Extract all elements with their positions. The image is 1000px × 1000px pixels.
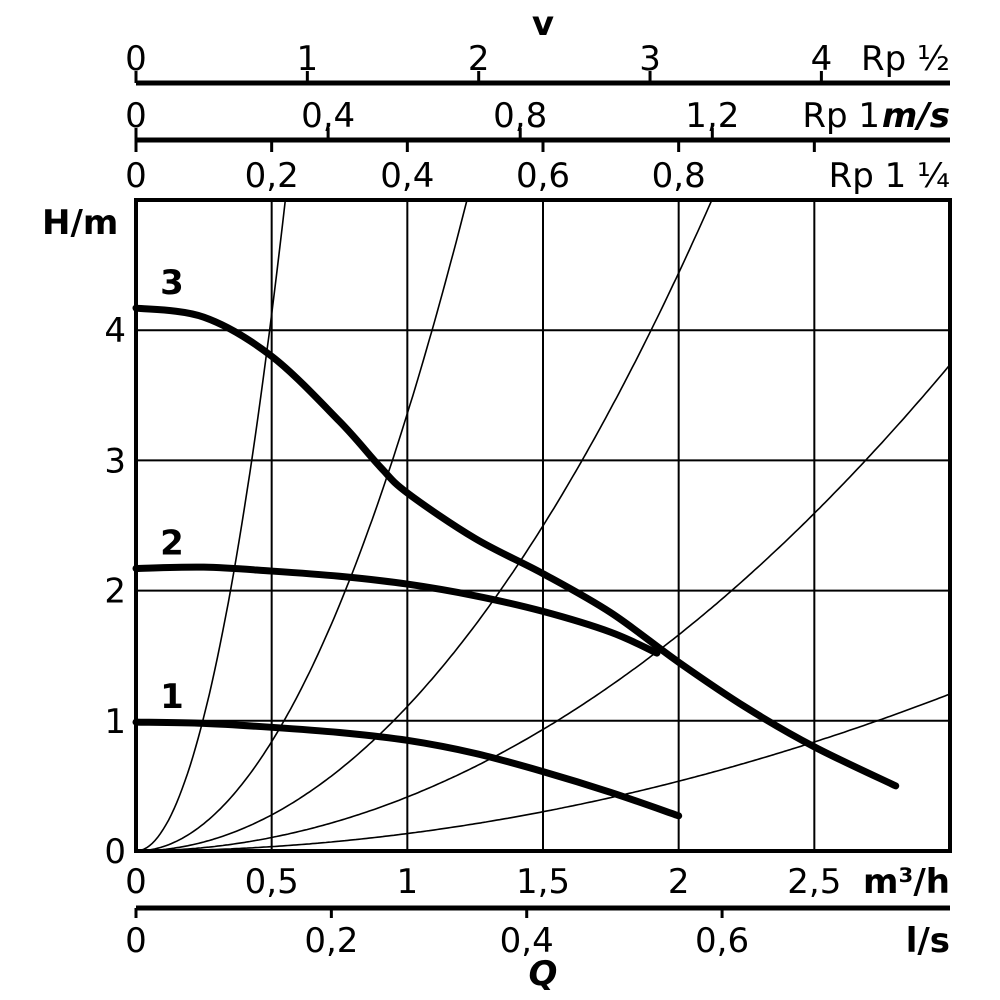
series-label: 2	[160, 523, 184, 563]
system-curves	[135, 199, 951, 852]
pump-curve-1	[132, 718, 683, 820]
velocity-tick-label: 0	[125, 39, 147, 79]
y-tick-label: 3	[104, 441, 126, 481]
velocity-tick-label: 0,8	[493, 96, 547, 136]
velocity-tick-label: 3	[639, 39, 661, 79]
system-curve	[136, 199, 713, 852]
y-axis-label: H/m	[42, 203, 118, 243]
x-tick-label: 0,5	[245, 862, 299, 902]
plot-frame	[134, 198, 952, 853]
x-axis-label: Q	[529, 954, 558, 994]
series-label: 3	[160, 263, 184, 303]
x-tick-label: 2,5	[787, 862, 841, 902]
velocity-label: v	[532, 4, 554, 44]
x-tick-label: 0	[125, 862, 147, 902]
velocity-tick-label: 0	[125, 96, 147, 136]
x-tick-label: 2	[668, 862, 690, 902]
velocity-axis-name: Rp 1	[802, 96, 880, 136]
pump-curves: 1 2 3	[132, 263, 900, 820]
velocity-tick-label: 0,4	[301, 96, 355, 136]
velocity-tick-label: 4	[811, 39, 833, 79]
ls-tick-label: 0,2	[304, 921, 358, 961]
system-curve	[136, 364, 951, 852]
system-curve	[136, 693, 951, 852]
pump-curve-2	[132, 563, 661, 657]
velocity-axis-name: Rp ½	[861, 39, 950, 79]
velocity-tick-label: 0,2	[245, 156, 299, 196]
ls-tick-label: 0,6	[695, 921, 749, 961]
velocity-tick-label: 0,8	[652, 156, 706, 196]
ls-unit-label: l/s	[906, 921, 950, 961]
velocity-axis-name: Rp 1 ¼	[829, 156, 950, 196]
y-tick-label: 2	[104, 572, 126, 612]
velocity-tick-label: 2	[468, 39, 490, 79]
grid	[136, 200, 950, 851]
velocity-tick-label: 1	[297, 39, 319, 79]
ls-tick-label: 0,4	[500, 921, 554, 961]
x-tick-label: 1,5	[516, 862, 570, 902]
velocity-tick-label: 0,6	[516, 156, 570, 196]
x-unit-label: m³/h	[863, 862, 950, 902]
velocity-tick-label: 1,2	[685, 96, 739, 136]
pump-curve-3	[132, 304, 900, 790]
x-tick-label: 1	[397, 862, 419, 902]
y-tick-label: 1	[104, 702, 126, 742]
series-label: 1	[160, 677, 184, 717]
system-curve	[136, 199, 468, 852]
velocity-tick-label: 0	[125, 156, 147, 196]
velocity-unit: m/s	[882, 96, 950, 136]
ls-tick-label: 0	[125, 921, 147, 961]
system-curve	[135, 199, 287, 852]
y-tick-label: 0	[104, 832, 126, 872]
velocity-tick-label: 0,4	[380, 156, 434, 196]
y-tick-label: 4	[104, 311, 126, 351]
